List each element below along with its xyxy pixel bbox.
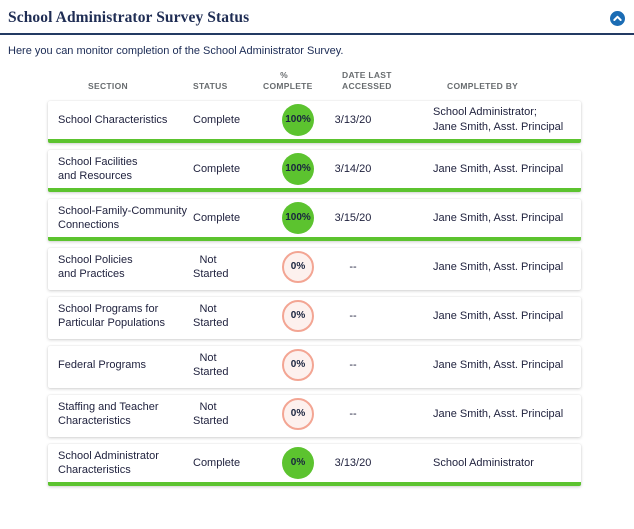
table-row: School Programs for Particular Populatio… — [48, 297, 581, 339]
section-cell: School Characteristics — [58, 114, 168, 126]
section-cell: School Administrator Characteristics — [58, 450, 159, 476]
section-cell: School Programs for Particular Populatio… — [58, 303, 166, 329]
completed-by-cell: Jane Smith, Asst. Principal — [433, 407, 564, 420]
percent-complete-badge: 0% — [282, 349, 314, 381]
date-cell: -- — [349, 359, 357, 371]
collapse-section-button[interactable] — [610, 10, 625, 26]
date-cell: 3/13/20 — [334, 114, 372, 126]
percent-complete-badge: 0% — [282, 300, 314, 332]
section-cell: Staffing and Teacher Characteristics — [58, 401, 159, 427]
date-cell: 3/15/20 — [334, 212, 372, 224]
table-row: School-Family-Community Connections Comp… — [48, 199, 581, 241]
column-header-section: SECTION — [88, 81, 128, 91]
completed-by-cell: Jane Smith, Asst. Principal — [433, 260, 564, 273]
column-header-completed-by: COMPLETED BY — [447, 81, 519, 91]
percent-complete-badge: 0% — [282, 251, 314, 283]
status-cell: Not Started — [193, 254, 229, 280]
percent-cell: 0% — [263, 300, 333, 332]
percent-complete-badge: 0% — [282, 398, 314, 430]
percent-cell: 100% — [263, 202, 333, 234]
table-header-row: SECTION STATUS % COMPLETE DATE LAST ACCE… — [48, 70, 581, 92]
date-cell: 3/13/20 — [334, 457, 372, 469]
percent-complete-badge: 0% — [282, 447, 314, 479]
completed-by-cell: Jane Smith, Asst. Principal — [433, 309, 564, 322]
date-cell: 3/14/20 — [334, 163, 372, 175]
completed-by-cell: Jane Smith, Asst. Principal — [433, 162, 564, 175]
completed-by-cell: Jane Smith, Asst. Principal — [433, 211, 564, 224]
table-row: School Facilities and Resources Complete… — [48, 150, 581, 192]
status-cell: Complete — [193, 114, 241, 126]
table-row: School Policies and Practices Not Starte… — [48, 248, 581, 290]
table-row: Federal Programs Not Started 0% -- Jane … — [48, 346, 581, 388]
completed-by-cell: School Administrator; Jane Smith, Asst. … — [433, 106, 564, 133]
column-header-status: STATUS — [193, 81, 228, 91]
section-cell: School Policies and Practices — [58, 254, 133, 280]
percent-complete-badge: 100% — [282, 153, 314, 185]
table-row: School Administrator Characteristics Com… — [48, 444, 581, 486]
section-cell: School Facilities and Resources — [58, 156, 138, 182]
table-row: School Characteristics Complete 100% 3/1… — [48, 101, 581, 143]
date-cell: -- — [349, 261, 357, 273]
percent-cell: 100% — [263, 153, 333, 185]
chevron-up-icon — [610, 10, 625, 26]
status-cell: Complete — [193, 212, 241, 224]
status-cell: Not Started — [193, 352, 229, 378]
percent-complete-badge: 100% — [282, 104, 314, 136]
page-title: School Administrator Survey Status — [8, 9, 250, 26]
status-cell: Complete — [193, 457, 241, 469]
status-cell: Complete — [193, 163, 241, 175]
section-cell: Federal Programs — [58, 359, 147, 371]
column-header-percent: % COMPLETE — [263, 70, 313, 91]
section-cell: School-Family-Community Connections — [58, 205, 187, 231]
status-cell: Not Started — [193, 303, 229, 329]
percent-cell: 0% — [263, 398, 333, 430]
section-header-bar: School Administrator Survey Status — [0, 0, 634, 35]
status-cell: Not Started — [193, 401, 229, 427]
percent-cell: 0% — [263, 349, 333, 381]
table-row: Staffing and Teacher Characteristics Not… — [48, 395, 581, 437]
date-cell: -- — [349, 310, 357, 322]
percent-cell: 100% — [263, 104, 333, 136]
percent-cell: 0% — [263, 447, 333, 479]
survey-table-body: School Characteristics Complete 100% 3/1… — [48, 101, 581, 486]
column-header-date: DATE LAST ACCESSED — [342, 70, 392, 91]
completed-by-cell: School Administrator — [433, 456, 534, 469]
percent-complete-badge: 100% — [282, 202, 314, 234]
completed-by-cell: Jane Smith, Asst. Principal — [433, 358, 564, 371]
date-cell: -- — [349, 408, 357, 420]
intro-text: Here you can monitor completion of the S… — [8, 45, 344, 57]
percent-cell: 0% — [263, 251, 333, 283]
